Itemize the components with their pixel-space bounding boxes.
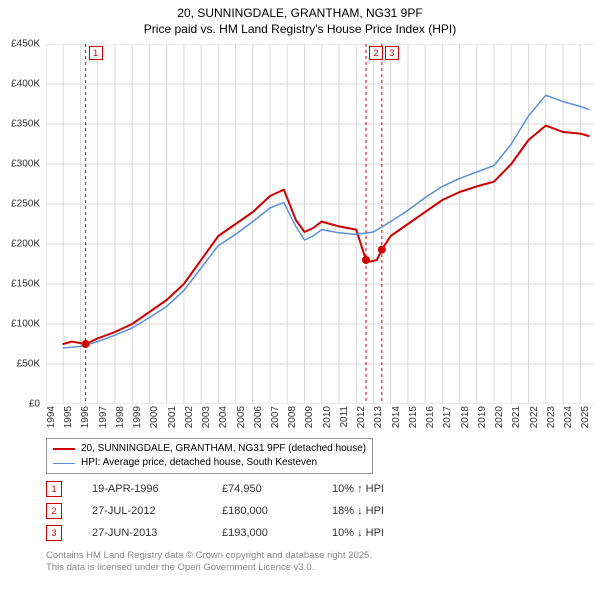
x-tick-label: 2003 xyxy=(201,406,212,428)
y-axis-labels: £0£50K£100K£150K£200K£250K£300K£350K£400… xyxy=(0,44,44,404)
x-tick-label: 2011 xyxy=(339,406,350,428)
x-tick-label: 2019 xyxy=(477,406,488,428)
chart-title: 20, SUNNINGDALE, GRANTHAM, NG31 9PF Pric… xyxy=(0,0,600,37)
x-tick-label: 1995 xyxy=(63,406,74,428)
x-tick-label: 1999 xyxy=(132,406,143,428)
transaction-marker-num: 2 xyxy=(46,503,62,519)
x-tick-label: 2009 xyxy=(304,406,315,428)
x-tick-label: 2010 xyxy=(322,406,333,428)
x-tick-label: 2012 xyxy=(356,406,367,428)
x-tick-label: 2025 xyxy=(580,406,591,428)
transaction-pct: 18% ↓ HPI xyxy=(332,505,452,517)
y-tick-label: £0 xyxy=(29,399,40,410)
y-tick-label: £100K xyxy=(11,319,40,330)
x-tick-label: 2001 xyxy=(167,406,178,428)
x-tick-label: 2014 xyxy=(391,406,402,428)
x-tick-label: 2018 xyxy=(460,406,471,428)
y-tick-label: £250K xyxy=(11,199,40,210)
transaction-price: £193,000 xyxy=(222,527,332,539)
x-tick-label: 2023 xyxy=(546,406,557,428)
legend-item: HPI: Average price, detached house, Sout… xyxy=(53,456,366,470)
title-line-1: 20, SUNNINGDALE, GRANTHAM, NG31 9PF xyxy=(0,6,600,22)
x-tick-label: 2002 xyxy=(184,406,195,428)
transaction-row: 1 19-APR-1996£74,95010% ↑ HPI xyxy=(46,478,452,500)
y-tick-label: £450K xyxy=(11,39,40,50)
legend-label: 20, SUNNINGDALE, GRANTHAM, NG31 9PF (det… xyxy=(81,442,366,456)
footer-line-2: This data is licensed under the Open Gov… xyxy=(46,562,372,574)
x-tick-label: 2008 xyxy=(287,406,298,428)
x-tick-label: 2020 xyxy=(494,406,505,428)
x-tick-label: 2007 xyxy=(270,406,281,428)
legend-swatch xyxy=(53,448,75,450)
title-line-2: Price paid vs. HM Land Registry's House … xyxy=(0,22,600,38)
x-tick-label: 2006 xyxy=(253,406,264,428)
x-tick-label: 2016 xyxy=(425,406,436,428)
y-tick-label: £150K xyxy=(11,279,40,290)
transaction-date: 19-APR-1996 xyxy=(92,483,222,495)
y-tick-label: £300K xyxy=(11,159,40,170)
x-tick-label: 2000 xyxy=(149,406,160,428)
marker-label: 2 xyxy=(369,46,383,60)
transaction-price: £180,000 xyxy=(222,505,332,517)
x-tick-label: 1996 xyxy=(80,406,91,428)
transaction-row: 3 27-JUN-2013£193,00010% ↓ HPI xyxy=(46,522,452,544)
x-tick-label: 1994 xyxy=(46,406,57,428)
y-tick-label: £50K xyxy=(17,359,40,370)
transactions-table: 1 19-APR-1996£74,95010% ↑ HPI 2 27-JUL-2012… xyxy=(46,478,452,544)
x-tick-label: 1998 xyxy=(115,406,126,428)
y-tick-label: £350K xyxy=(11,119,40,130)
transaction-row: 2 27-JUL-2012£180,00018% ↓ HPI xyxy=(46,500,452,522)
x-tick-label: 2005 xyxy=(236,406,247,428)
marker-label: 3 xyxy=(385,46,399,60)
transaction-price: £74,950 xyxy=(222,483,332,495)
legend-item: 20, SUNNINGDALE, GRANTHAM, NG31 9PF (det… xyxy=(53,442,366,456)
transaction-marker-num: 1 xyxy=(46,481,62,497)
x-tick-label: 2021 xyxy=(511,406,522,428)
marker-label: 1 xyxy=(89,46,103,60)
chart-container: 20, SUNNINGDALE, GRANTHAM, NG31 9PF Pric… xyxy=(0,0,600,590)
footer-text: Contains HM Land Registry data © Crown c… xyxy=(46,550,372,575)
x-tick-label: 2004 xyxy=(218,406,229,428)
transaction-date: 27-JUL-2012 xyxy=(92,505,222,517)
transaction-marker-num: 3 xyxy=(46,525,62,541)
x-tick-label: 1997 xyxy=(98,406,109,428)
transaction-pct: 10% ↓ HPI xyxy=(332,527,452,539)
x-tick-label: 2024 xyxy=(563,406,574,428)
legend-label: HPI: Average price, detached house, Sout… xyxy=(81,456,317,470)
legend-swatch xyxy=(53,463,75,464)
y-tick-label: £400K xyxy=(11,79,40,90)
x-tick-label: 2013 xyxy=(373,406,384,428)
legend: 20, SUNNINGDALE, GRANTHAM, NG31 9PF (det… xyxy=(46,438,373,474)
y-tick-label: £200K xyxy=(11,239,40,250)
x-tick-label: 2022 xyxy=(529,406,540,428)
x-axis-labels: 1994 1995 1996 1997 1998 1999 2000 2001 2002 2003… xyxy=(46,404,594,438)
x-tick-label: 2017 xyxy=(442,406,453,428)
transaction-date: 27-JUN-2013 xyxy=(92,527,222,539)
transaction-pct: 10% ↑ HPI xyxy=(332,483,452,495)
x-tick-label: 2015 xyxy=(408,406,419,428)
footer-line-1: Contains HM Land Registry data © Crown c… xyxy=(46,550,372,562)
line-chart xyxy=(46,44,594,404)
